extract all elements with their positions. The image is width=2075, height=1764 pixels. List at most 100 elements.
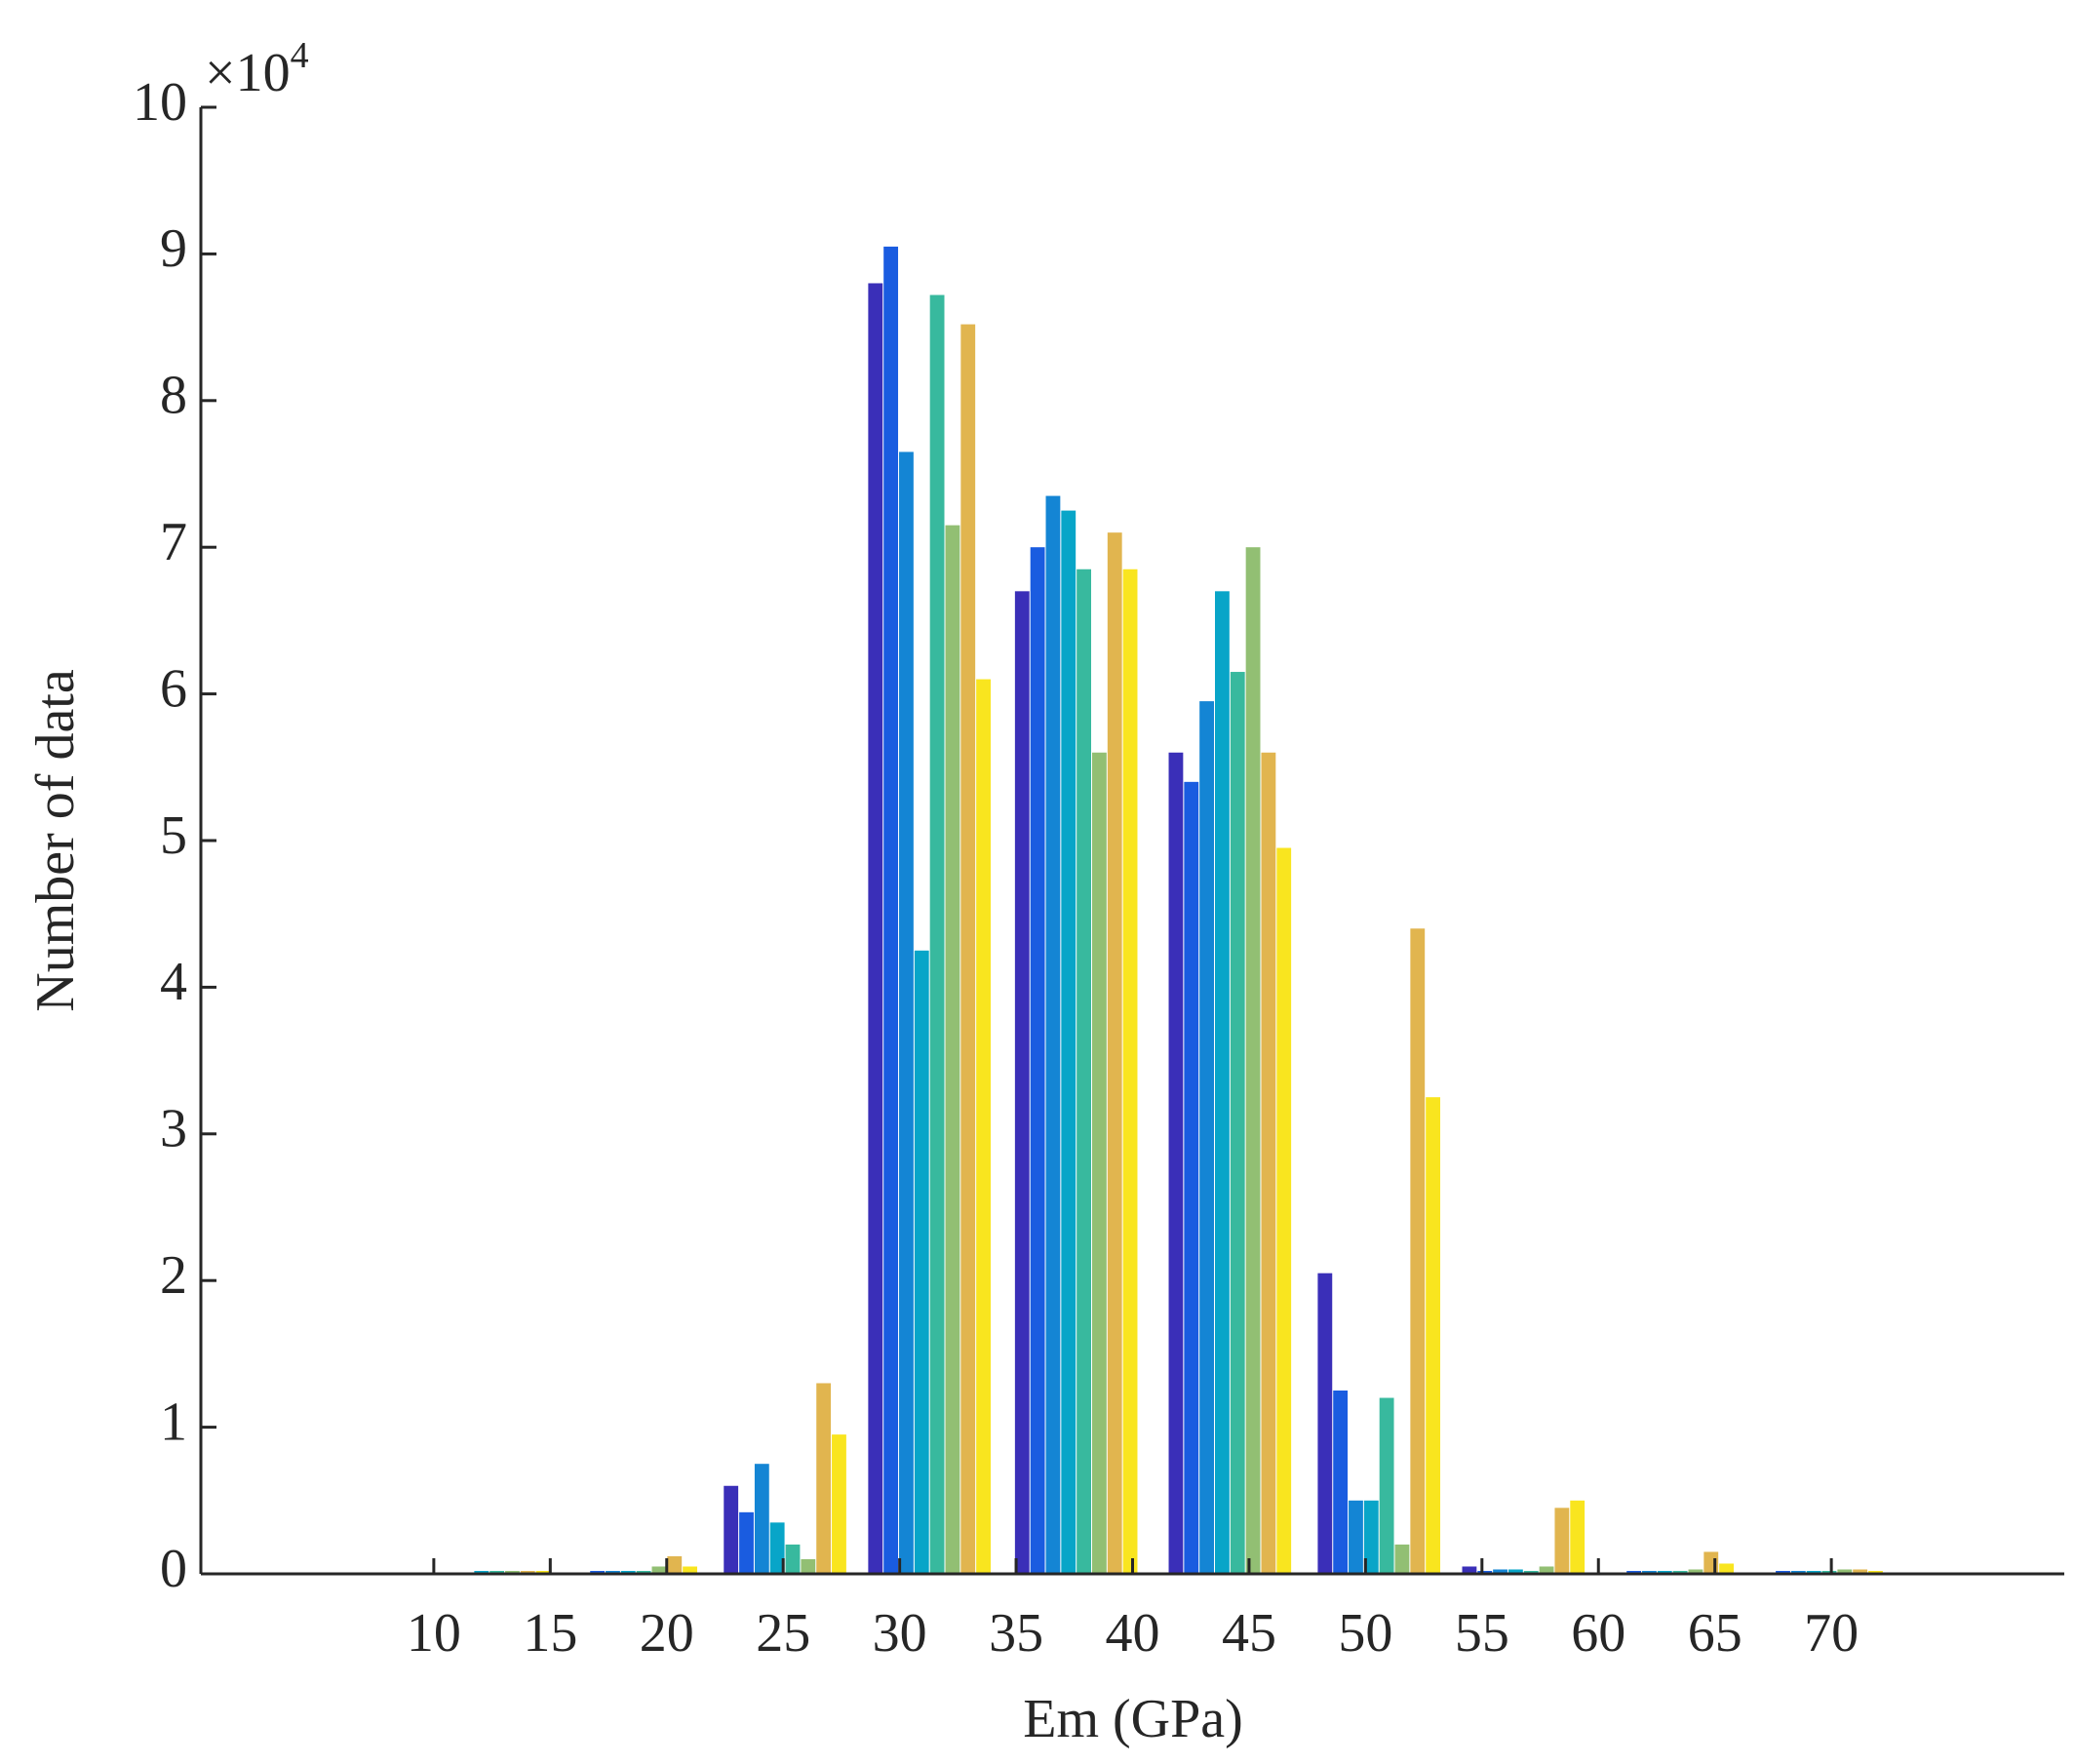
bar	[883, 246, 899, 1574]
bar	[489, 1570, 505, 1574]
bar	[1276, 847, 1292, 1574]
x-tick-label: 35	[989, 1603, 1043, 1664]
bar	[1077, 568, 1091, 1574]
bar	[832, 1434, 846, 1574]
x-tick-label: 25	[756, 1603, 810, 1664]
bar	[1426, 1097, 1441, 1574]
bar	[1014, 591, 1030, 1574]
bar	[914, 950, 929, 1574]
bar	[1657, 1570, 1672, 1574]
bar	[1853, 1569, 1868, 1574]
bar	[1570, 1500, 1586, 1574]
bar	[505, 1570, 520, 1574]
y-tick-label: 0	[160, 1539, 187, 1599]
y-tick-label: 8	[160, 366, 187, 426]
y-tick-label: 9	[160, 218, 187, 279]
bar	[1107, 532, 1122, 1575]
bar	[1045, 495, 1061, 1574]
y-tick-label: 5	[160, 805, 187, 866]
bar	[1688, 1569, 1703, 1574]
y-tick-label: 1	[160, 1392, 187, 1452]
x-tick-label: 10	[407, 1603, 461, 1664]
y-tick-label: 6	[160, 658, 187, 719]
bar	[535, 1570, 551, 1574]
x-tick-label: 70	[1804, 1603, 1859, 1664]
bar	[1091, 752, 1107, 1574]
bar	[1626, 1570, 1642, 1574]
x-tick-label: 65	[1688, 1603, 1742, 1664]
bar	[1245, 547, 1261, 1575]
bar	[1349, 1500, 1363, 1574]
bar	[1199, 701, 1215, 1574]
bar	[606, 1570, 620, 1574]
bar	[1776, 1570, 1790, 1574]
bar	[868, 283, 883, 1575]
bar	[474, 1570, 489, 1574]
bar	[769, 1522, 785, 1574]
bar	[1122, 568, 1138, 1574]
x-axis-label: Em (GPa)	[1023, 1689, 1243, 1749]
y-tick-label: 10	[133, 72, 187, 133]
y-multiplier-base: ×10	[205, 43, 291, 103]
bar	[1462, 1566, 1477, 1574]
y-tick-label: 3	[160, 1099, 187, 1159]
bar	[1410, 928, 1426, 1574]
bar	[1184, 781, 1199, 1574]
bar	[590, 1570, 606, 1574]
bar	[1030, 547, 1045, 1575]
bar	[785, 1544, 801, 1574]
bar	[1523, 1570, 1539, 1574]
bar	[1379, 1397, 1394, 1574]
bar	[1539, 1566, 1554, 1574]
y-tick-label: 7	[160, 512, 187, 572]
bar	[1061, 510, 1077, 1574]
bar	[520, 1570, 535, 1574]
bar	[899, 451, 914, 1575]
bar	[929, 294, 945, 1575]
bar	[801, 1558, 816, 1574]
bar	[1493, 1569, 1507, 1574]
bar	[1790, 1570, 1806, 1574]
x-tick-label: 60	[1571, 1603, 1625, 1664]
x-tick-label: 40	[1106, 1603, 1160, 1664]
bar	[1837, 1569, 1853, 1574]
bar	[960, 324, 976, 1574]
x-tick-label: 50	[1338, 1603, 1392, 1664]
bar	[667, 1555, 683, 1574]
bar	[754, 1464, 769, 1574]
bar	[816, 1383, 832, 1574]
bar	[724, 1485, 739, 1574]
bar	[1261, 752, 1276, 1574]
y-tick-label: 2	[160, 1245, 187, 1306]
x-tick-label: 55	[1455, 1603, 1509, 1664]
bar	[1333, 1391, 1349, 1574]
bar	[1168, 752, 1184, 1574]
bar	[1806, 1570, 1821, 1574]
bar	[1821, 1570, 1837, 1574]
bar	[1507, 1569, 1523, 1574]
bar	[651, 1566, 667, 1574]
bar	[739, 1511, 754, 1574]
bar	[1868, 1570, 1883, 1574]
y-tick-label: 4	[160, 952, 187, 1012]
bar	[1230, 672, 1245, 1574]
x-tick-label: 15	[523, 1603, 577, 1664]
bar	[1317, 1273, 1333, 1574]
bar	[1554, 1508, 1570, 1574]
bar	[1215, 591, 1230, 1574]
x-tick-label: 20	[640, 1603, 694, 1664]
bar	[1672, 1570, 1688, 1574]
bar	[1642, 1570, 1657, 1574]
bar	[1363, 1500, 1379, 1574]
bar	[620, 1570, 636, 1574]
x-tick-label: 45	[1222, 1603, 1276, 1664]
bar	[636, 1570, 651, 1574]
bar	[976, 679, 991, 1574]
bar	[1719, 1563, 1734, 1574]
bar	[683, 1566, 697, 1574]
y-multiplier: ×104	[205, 35, 309, 103]
x-tick-label: 30	[873, 1603, 927, 1664]
y-multiplier-exponent: 4	[291, 35, 309, 76]
bar	[1477, 1570, 1493, 1574]
